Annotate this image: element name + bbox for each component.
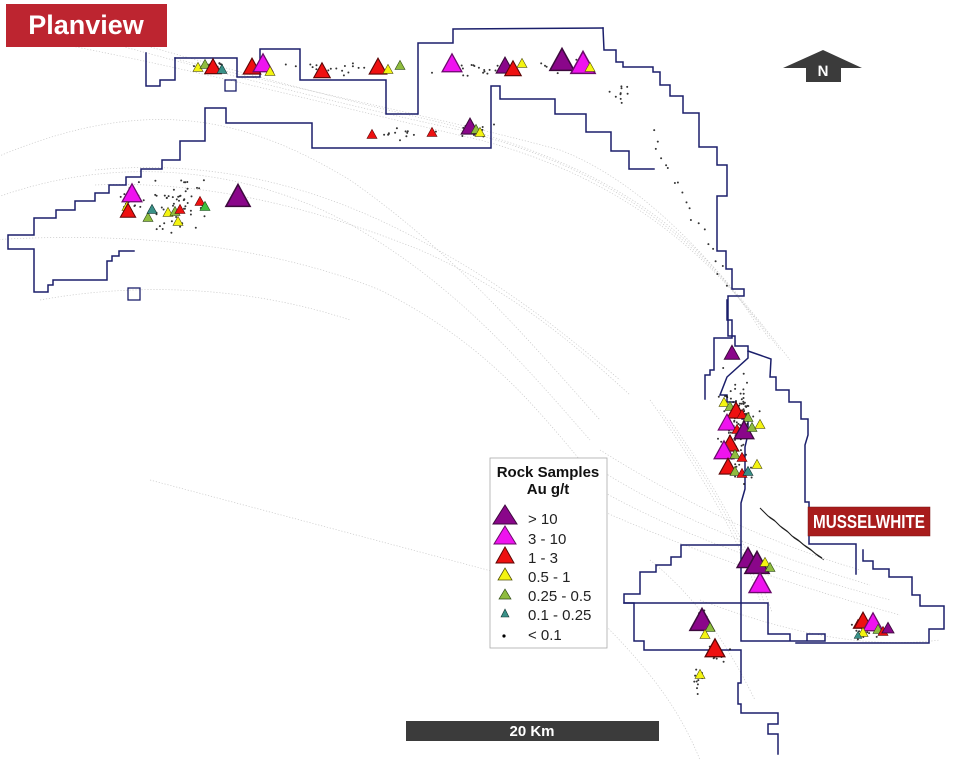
svg-text:0.25 - 0.5: 0.25 - 0.5 (528, 588, 591, 605)
svg-text:N: N (818, 63, 829, 80)
svg-text:> 10: > 10 (528, 511, 558, 528)
svg-text:1 - 3: 1 - 3 (528, 550, 558, 567)
svg-text:Au g/t: Au g/t (527, 481, 570, 498)
svg-text:20 Km: 20 Km (509, 723, 554, 740)
svg-text:0.5 - 1: 0.5 - 1 (528, 569, 571, 586)
svg-text:3 - 10: 3 - 10 (528, 531, 566, 548)
svg-text:MUSSELWHITE: MUSSELWHITE (813, 512, 925, 532)
svg-text:Planview: Planview (28, 10, 145, 40)
svg-text:0.1 - 0.25: 0.1 - 0.25 (528, 607, 591, 624)
svg-text:Rock Samples: Rock Samples (497, 464, 600, 481)
svg-text:< 0.1: < 0.1 (528, 627, 562, 644)
